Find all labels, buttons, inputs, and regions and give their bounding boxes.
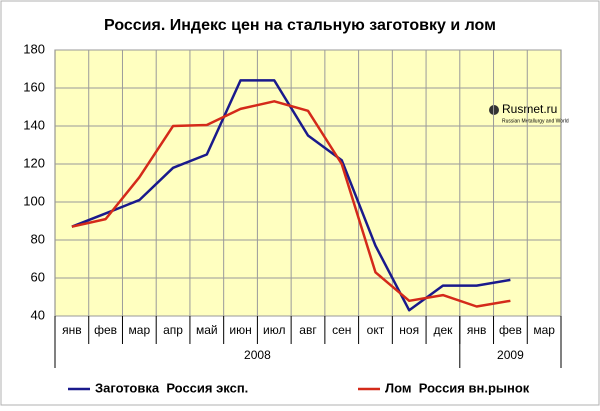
y-tick-label: 100: [23, 193, 45, 208]
chart-title: Россия. Индекс цен на стальную заготовку…: [104, 17, 496, 34]
watermark: Rusmet.ru: [502, 102, 557, 116]
x-tick-label: янв: [467, 323, 487, 337]
x-tick-label: дек: [433, 323, 453, 337]
x-tick-label: сен: [332, 323, 351, 337]
x-tick-label: авг: [299, 323, 317, 337]
y-tick-label: 160: [23, 79, 45, 94]
watermark-sub: Russian Metallurgy and World: [502, 118, 569, 124]
x-tick-label: окт: [367, 323, 385, 337]
x-tick-label: июн: [229, 323, 251, 337]
y-tick-label: 180: [23, 41, 45, 56]
series-line: [71, 100, 511, 308]
x-tick-label: ноя: [399, 323, 419, 337]
legend-label: Заготовка Россия эксп.: [95, 380, 248, 395]
plot-area: [54, 49, 562, 317]
x-tick-label: фев: [94, 323, 117, 337]
x-tick-label: июл: [263, 323, 285, 337]
legend-label: Лом Россия вн.рынок: [385, 380, 530, 395]
x-tick-label: янв: [62, 323, 82, 337]
y-tick-label: 60: [31, 269, 45, 284]
x-tick-label: май: [196, 323, 218, 337]
x-tick-label: фев: [499, 323, 522, 337]
y-tick-label: 80: [31, 231, 45, 246]
x-group-label: 2008: [244, 348, 271, 362]
y-tick-label: 140: [23, 117, 45, 132]
y-tick-label: 120: [23, 155, 45, 170]
series-line: [71, 79, 511, 312]
x-tick-label: мар: [533, 323, 555, 337]
x-tick-label: апр: [163, 323, 183, 337]
x-tick-label: мар: [129, 323, 151, 337]
y-tick-label: 40: [31, 307, 45, 322]
x-group-label: 2009: [497, 348, 524, 362]
